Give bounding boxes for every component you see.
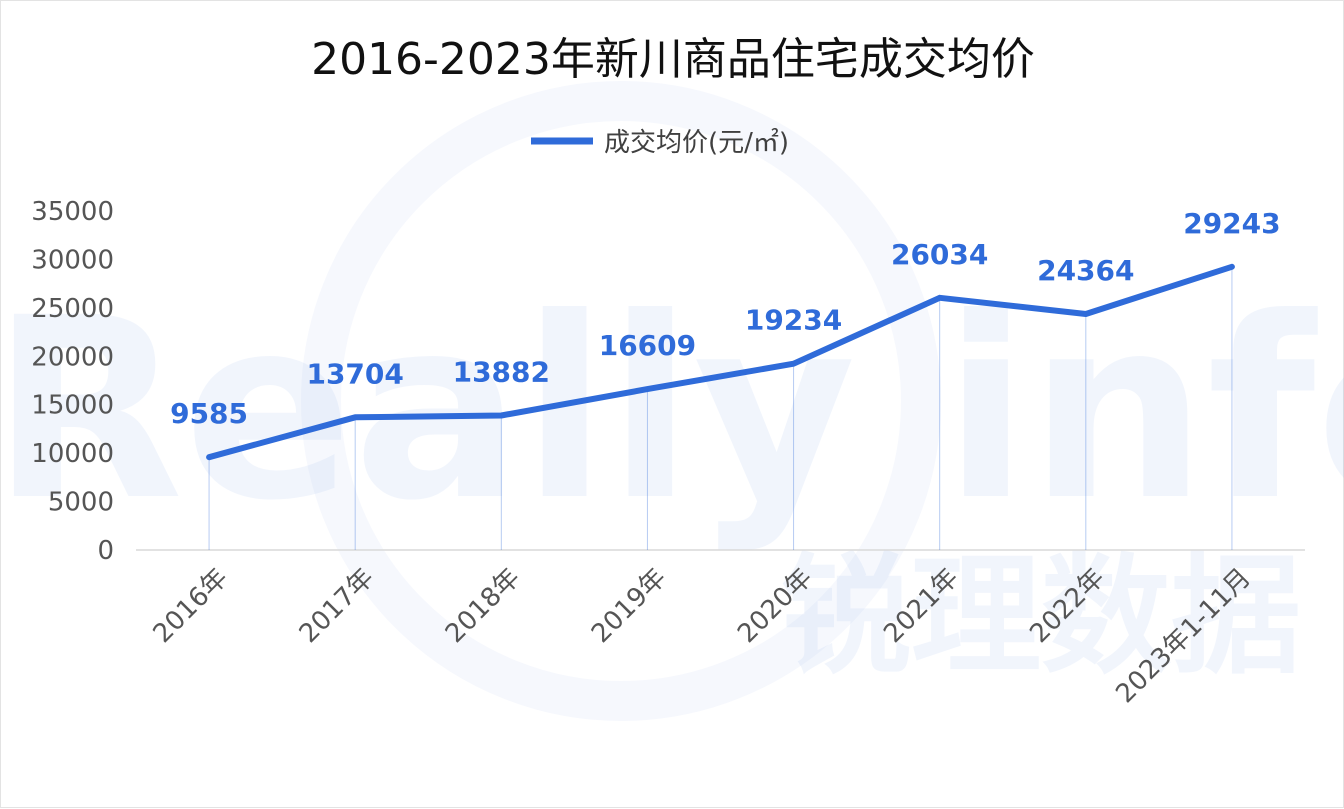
data-label: 13704	[306, 357, 403, 390]
y-tick-label: 30000	[31, 245, 114, 275]
data-label: 19234	[745, 304, 842, 337]
y-tick-label: 5000	[48, 488, 114, 518]
x-tick-label: 2018年	[440, 563, 526, 649]
data-label: 29243	[1183, 207, 1280, 240]
chart-title: 2016-2023年新川商品住宅成交均价	[311, 34, 1035, 85]
x-tick-label: 2016年	[148, 563, 234, 649]
legend-label: 成交均价(元/㎡)	[604, 128, 789, 158]
data-label: 9585	[170, 397, 248, 430]
y-tick-label: 25000	[31, 294, 114, 324]
x-tick-label: 2017年	[294, 563, 380, 649]
y-tick-label: 15000	[31, 391, 114, 421]
data-label: 24364	[1037, 254, 1134, 287]
data-label: 16609	[599, 329, 696, 362]
y-tick-label: 20000	[31, 342, 114, 372]
y-tick-label: 0	[97, 536, 114, 566]
data-label: 26034	[891, 238, 988, 271]
data-label: 13882	[453, 356, 550, 389]
y-tick-label: 10000	[31, 439, 114, 469]
x-tick-label: 2019年	[586, 563, 672, 649]
y-tick-label: 35000	[31, 197, 114, 227]
legend: 成交均价(元/㎡)	[531, 128, 789, 158]
